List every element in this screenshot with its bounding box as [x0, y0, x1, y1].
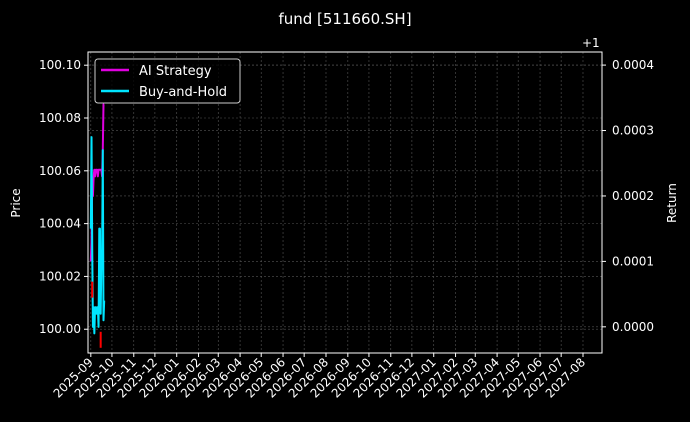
series-layer: [89, 103, 106, 335]
series-line-buy-and-hold: [89, 136, 106, 335]
legend: AI Strategy Buy-and-Hold: [94, 58, 241, 104]
y-tick-label-right: 0.0001: [612, 254, 654, 268]
chart-title: fund [511660.SH]: [278, 10, 411, 28]
y-axis-label-left: Price: [9, 188, 23, 217]
y-tick-label-left: 100.04: [39, 217, 81, 231]
right-axis-offset-label: +1: [582, 36, 600, 50]
legend-label-buy-and-hold: Buy-and-Hold: [139, 85, 227, 100]
y-tick-label-left: 100.10: [39, 58, 81, 72]
left-axis: 100.00 100.02 100.04 100.06 100.08 100.10: [39, 58, 88, 336]
y-axis-label-right: Return: [665, 183, 679, 223]
plot-frame: [87, 51, 603, 354]
right-axis: 0.0000 0.0001 0.0002 0.0003 0.0004: [602, 58, 654, 334]
legend-label-ai-strategy: AI Strategy: [139, 64, 212, 79]
y-tick-label-right: 0.0000: [612, 320, 654, 334]
marker-layer: [91, 281, 102, 348]
x-axis: 2025-092025-102025-112025-122026-012026-…: [51, 353, 588, 401]
y-tick-label-right: 0.0004: [612, 58, 654, 72]
y-tick-label-left: 100.02: [39, 269, 81, 283]
y-tick-label-right: 0.0003: [612, 124, 654, 138]
grid: [88, 52, 602, 353]
y-tick-label-left: 100.00: [39, 322, 81, 336]
y-tick-label-left: 100.06: [39, 164, 81, 178]
y-tick-label-left: 100.08: [39, 111, 81, 125]
legend-box: [94, 58, 241, 104]
y-tick-label-right: 0.0002: [612, 189, 654, 203]
